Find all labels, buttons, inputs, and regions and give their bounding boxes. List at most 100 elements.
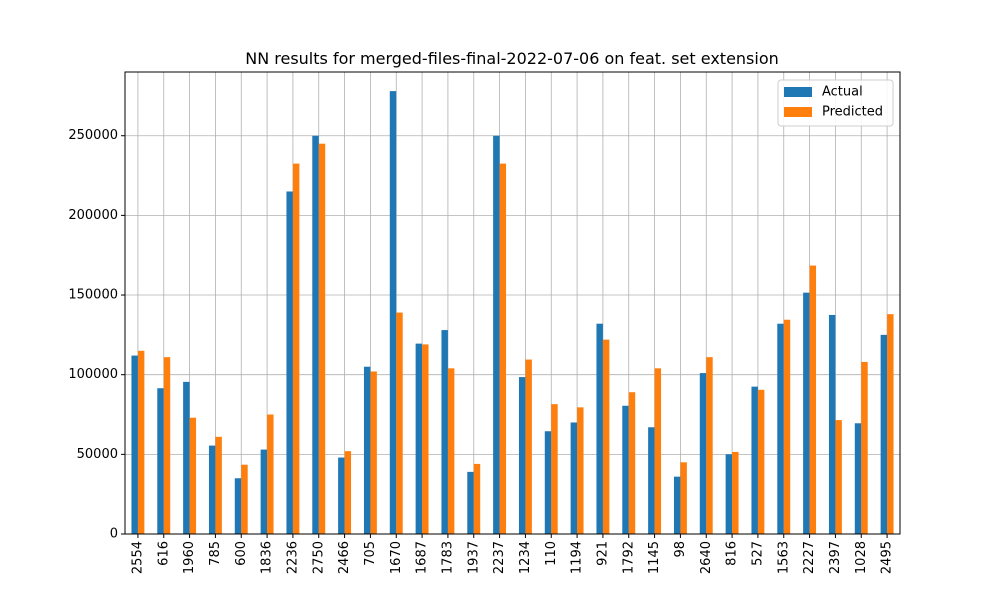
bar-predicted-2237 xyxy=(499,163,507,534)
x-tick-label: 1670 xyxy=(389,541,404,574)
y-tick-label: 100000 xyxy=(68,367,118,382)
bar-actual-1028 xyxy=(854,423,862,534)
x-tick-label: 1783 xyxy=(440,541,455,574)
bar-predicted-2554 xyxy=(137,350,145,534)
bar-predicted-1783 xyxy=(447,368,455,534)
bar-actual-2750 xyxy=(312,135,319,535)
bar-predicted-1670 xyxy=(396,312,403,534)
bars-layer xyxy=(131,91,894,535)
bar-actual-2397 xyxy=(828,314,836,534)
bar-predicted-98 xyxy=(680,462,687,534)
legend: Actual Predicted xyxy=(777,79,894,127)
bar-predicted-527 xyxy=(757,389,765,534)
x-tick-label: 2237 xyxy=(492,541,507,574)
x-tick-label: 785 xyxy=(208,541,223,566)
chart-title: NN results for merged-files-final-2022-0… xyxy=(245,49,779,68)
bar-actual-616 xyxy=(157,388,164,534)
x-tick-label: 1234 xyxy=(518,541,533,574)
bar-predicted-2466 xyxy=(344,451,352,534)
bar-predicted-1836 xyxy=(267,414,274,534)
bar-actual-600 xyxy=(234,478,242,534)
bar-actual-2227 xyxy=(803,292,810,534)
x-tick-label: 1145 xyxy=(647,541,662,574)
y-tick-label: 50000 xyxy=(77,447,118,462)
bar-actual-2236 xyxy=(286,191,293,534)
bar-predicted-1145 xyxy=(654,368,662,534)
bar-predicted-1960 xyxy=(189,417,197,534)
y-tick-label: 0 xyxy=(110,527,118,542)
bar-predicted-616 xyxy=(163,357,171,534)
x-tick-label: 1792 xyxy=(621,541,636,574)
bar-actual-527 xyxy=(751,386,758,534)
bar-predicted-1937 xyxy=(473,463,481,534)
legend-label-actual: Actual xyxy=(822,85,863,100)
bar-predicted-600 xyxy=(241,464,248,534)
x-tick-label: 2495 xyxy=(880,541,895,574)
x-tick-label: 1563 xyxy=(776,541,791,574)
x-tick-label: 2227 xyxy=(802,541,817,574)
bar-actual-1792 xyxy=(622,405,629,534)
bar-predicted-2750 xyxy=(318,143,326,535)
bar-predicted-1563 xyxy=(783,319,791,534)
bar-predicted-1028 xyxy=(861,361,868,534)
bar-predicted-2227 xyxy=(809,265,817,534)
x-tick-label: 921 xyxy=(595,541,610,566)
bar-actual-1836 xyxy=(260,449,268,534)
bar-actual-2640 xyxy=(699,373,707,534)
x-tick-label: 1836 xyxy=(260,541,275,574)
bar-actual-2554 xyxy=(131,355,138,534)
x-tick-label: 2554 xyxy=(130,541,145,574)
x-tick-label: 2750 xyxy=(311,541,326,574)
bar-predicted-2397 xyxy=(835,420,842,534)
bar-actual-1234 xyxy=(518,377,526,534)
x-tick-label: 600 xyxy=(234,541,249,566)
plot-frame xyxy=(124,71,901,535)
x-tick-label: 98 xyxy=(673,541,688,558)
x-tick-label: 2466 xyxy=(337,541,352,574)
bar-predicted-2640 xyxy=(706,357,713,534)
bar-actual-110 xyxy=(544,431,552,534)
bar-actual-2237 xyxy=(493,135,500,535)
bar-actual-921 xyxy=(596,323,603,534)
legend-swatch-actual xyxy=(784,87,812,97)
bar-predicted-921 xyxy=(602,339,610,534)
bar-actual-2466 xyxy=(338,457,345,534)
y-tick-label: 150000 xyxy=(68,288,118,303)
bar-predicted-1194 xyxy=(577,407,584,534)
axes-layer: 2554 616 1960 785 600 1836 2236 2750 2466 705 1670… xyxy=(68,128,894,574)
x-tick-label: 1960 xyxy=(182,541,197,574)
bar-predicted-1234 xyxy=(525,359,532,534)
x-tick-label: 2640 xyxy=(699,541,714,574)
bar-actual-1937 xyxy=(467,471,474,534)
bar-predicted-1792 xyxy=(628,392,636,534)
bar-actual-816 xyxy=(725,454,733,534)
x-tick-label: 2236 xyxy=(285,541,300,574)
y-tick-label: 250000 xyxy=(68,128,118,143)
bar-predicted-705 xyxy=(370,371,377,534)
bar-actual-785 xyxy=(208,445,216,534)
legend-swatch-predicted xyxy=(784,107,812,117)
bar-actual-1194 xyxy=(570,422,578,534)
bar-actual-705 xyxy=(363,366,371,534)
bar-predicted-785 xyxy=(215,436,222,534)
x-tick-label: 527 xyxy=(750,541,765,566)
x-tick-label: 1687 xyxy=(415,541,430,574)
bar-actual-1145 xyxy=(648,427,655,534)
x-tick-label: 816 xyxy=(725,541,740,566)
bar-actual-98 xyxy=(673,476,681,534)
bar-predicted-816 xyxy=(732,451,739,534)
bar-predicted-2495 xyxy=(887,314,894,534)
x-tick-label: 110 xyxy=(544,541,559,566)
bar-actual-1670 xyxy=(389,91,397,534)
bar-actual-1563 xyxy=(777,323,784,534)
bar-actual-1783 xyxy=(441,330,448,534)
x-tick-label: 2397 xyxy=(828,541,843,574)
x-tick-label: 1028 xyxy=(854,541,869,574)
x-tick-label: 1194 xyxy=(570,541,585,574)
y-tick-label: 200000 xyxy=(68,208,118,223)
legend-label-predicted: Predicted xyxy=(822,105,883,120)
bar-actual-2495 xyxy=(880,334,888,534)
bar-predicted-1687 xyxy=(422,344,429,534)
bar-actual-1687 xyxy=(415,343,423,534)
